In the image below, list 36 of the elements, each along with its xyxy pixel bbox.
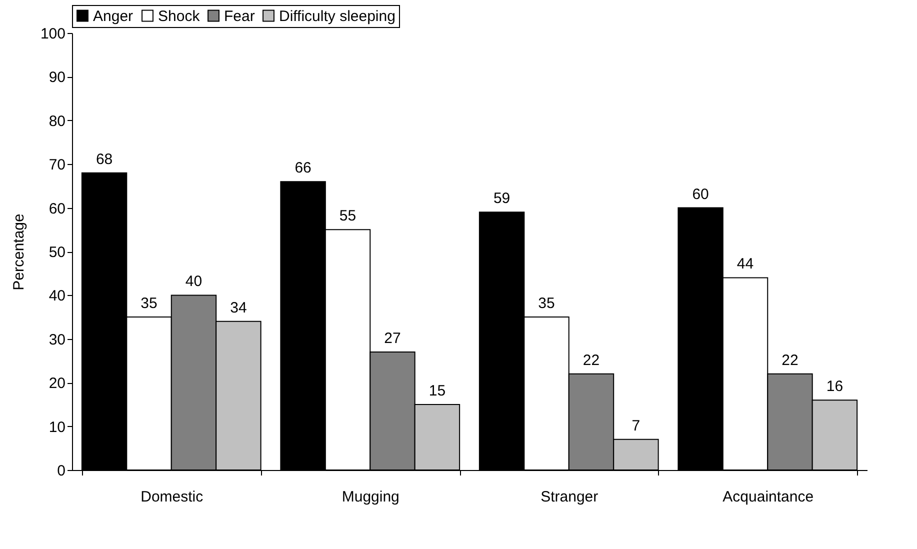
y-tick-label: 90 xyxy=(48,69,66,86)
data-label: 68 xyxy=(96,150,113,168)
y-tick-label: 40 xyxy=(48,288,66,305)
legend-label: Difficulty sleeping xyxy=(279,8,396,25)
legend-label: Anger xyxy=(93,8,134,25)
x-tick-label: Domestic xyxy=(140,488,204,506)
y-tick-label: 80 xyxy=(48,112,66,130)
data-label: 35 xyxy=(538,295,555,312)
data-label: 22 xyxy=(782,352,798,369)
y-tick-label: 0 xyxy=(57,462,66,480)
y-axis-title: Percentage xyxy=(10,214,28,290)
data-label: 22 xyxy=(582,352,600,369)
data-label: 16 xyxy=(826,378,844,396)
data-label: 27 xyxy=(384,330,401,348)
y-tick-label: 20 xyxy=(48,375,66,392)
x-tick-label: Mugging xyxy=(342,488,400,506)
y-tick-label: 30 xyxy=(48,331,66,348)
data-label: 55 xyxy=(339,208,356,225)
data-label: 15 xyxy=(428,382,446,400)
data-label: 40 xyxy=(185,273,202,290)
data-label: 60 xyxy=(692,186,709,203)
y-tick-label: 70 xyxy=(48,156,66,174)
x-tick-label: Acquaintance xyxy=(722,488,814,506)
data-label: 34 xyxy=(230,299,247,316)
data-label: 66 xyxy=(294,160,312,177)
y-tick-label: 10 xyxy=(48,418,66,436)
x-tick-label: Stranger xyxy=(540,488,598,506)
y-tick-label: 50 xyxy=(48,244,66,261)
y-tick-label: 100 xyxy=(40,26,66,42)
data-label: 7 xyxy=(632,417,640,434)
data-label: 59 xyxy=(493,190,510,208)
legend-label: Shock xyxy=(158,8,200,25)
data-label: 44 xyxy=(736,256,754,273)
y-tick-label: 60 xyxy=(48,200,66,218)
legend-label: Fear xyxy=(224,8,255,25)
data-label: 35 xyxy=(140,295,158,312)
